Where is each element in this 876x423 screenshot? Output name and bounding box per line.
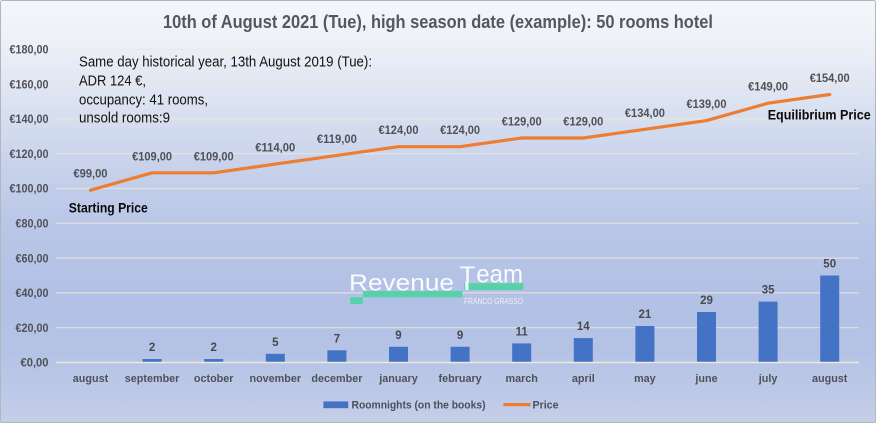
svg-text:9: 9 <box>395 330 401 342</box>
svg-text:€100,00: €100,00 <box>10 184 49 196</box>
svg-text:€154,00: €154,00 <box>810 73 850 85</box>
svg-text:eam: eam <box>476 261 523 289</box>
svg-text:october: october <box>194 373 234 385</box>
svg-text:50: 50 <box>823 259 836 271</box>
svg-text:€139,00: €139,00 <box>687 99 727 111</box>
svg-text:august: august <box>73 373 109 385</box>
svg-text:€180,00: €180,00 <box>10 45 49 57</box>
svg-text:january: january <box>378 373 417 385</box>
svg-text:2: 2 <box>210 342 216 354</box>
svg-text:€114,00: €114,00 <box>255 143 295 155</box>
svg-text:€40,00: €40,00 <box>16 288 49 300</box>
svg-text:unsold rooms:9: unsold rooms:9 <box>79 109 170 126</box>
svg-text:T: T <box>460 262 476 288</box>
svg-text:august: august <box>812 373 848 385</box>
svg-text:Same day historical year, 13th: Same day historical year, 13th August 20… <box>79 53 372 70</box>
svg-text:€80,00: €80,00 <box>16 219 49 231</box>
svg-text:9: 9 <box>457 330 463 342</box>
svg-text:10th of August 2021 (Tue), hig: 10th of August 2021 (Tue), high season d… <box>163 12 713 32</box>
svg-text:€109,00: €109,00 <box>132 151 172 163</box>
svg-text:2: 2 <box>149 342 155 354</box>
svg-text:21: 21 <box>639 309 652 321</box>
svg-text:february: february <box>438 373 481 385</box>
svg-text:june: june <box>694 373 717 385</box>
svg-text:april: april <box>572 373 595 385</box>
svg-text:€99,00: €99,00 <box>74 169 108 181</box>
svg-text:€134,00: €134,00 <box>625 108 665 120</box>
svg-text:december: december <box>311 373 363 385</box>
svg-text:€160,00: €160,00 <box>10 79 49 91</box>
svg-text:Equilibrium Price: Equilibrium Price <box>768 108 871 123</box>
svg-text:5: 5 <box>272 337 279 349</box>
svg-text:Price: Price <box>533 400 559 412</box>
svg-text:29: 29 <box>700 295 713 307</box>
svg-text:11: 11 <box>516 326 529 338</box>
svg-text:€129,00: €129,00 <box>563 117 603 129</box>
svg-text:14: 14 <box>577 321 590 333</box>
svg-text:€124,00: €124,00 <box>379 125 419 137</box>
svg-text:35: 35 <box>762 285 775 297</box>
svg-text:€20,00: €20,00 <box>16 323 49 335</box>
svg-text:€60,00: €60,00 <box>16 253 49 265</box>
svg-text:€109,00: €109,00 <box>194 151 234 163</box>
svg-text:€140,00: €140,00 <box>10 114 49 126</box>
svg-text:march: march <box>505 373 537 385</box>
svg-text:Roomnights (on the books): Roomnights (on the books) <box>352 400 486 412</box>
svg-text:Starting Price: Starting Price <box>69 200 148 216</box>
svg-text:july: july <box>758 373 778 385</box>
svg-text:ADR 124 €,: ADR 124 €, <box>79 72 146 89</box>
svg-text:€124,00: €124,00 <box>440 125 480 137</box>
svg-text:€120,00: €120,00 <box>10 149 49 161</box>
svg-text:september: september <box>125 373 180 385</box>
svg-text:€0,00: €0,00 <box>21 358 49 370</box>
svg-text:€129,00: €129,00 <box>502 117 542 129</box>
svg-text:FRANCO GRASSO: FRANCO GRASSO <box>464 297 523 306</box>
svg-text:occupancy: 41 rooms,: occupancy: 41 rooms, <box>79 91 208 108</box>
svg-text:€149,00: €149,00 <box>748 82 788 94</box>
svg-text:may: may <box>634 373 656 385</box>
svg-text:november: november <box>249 373 301 385</box>
svg-text:7: 7 <box>334 333 340 345</box>
svg-text:Revenue: Revenue <box>349 270 454 296</box>
svg-text:€119,00: €119,00 <box>317 134 357 146</box>
